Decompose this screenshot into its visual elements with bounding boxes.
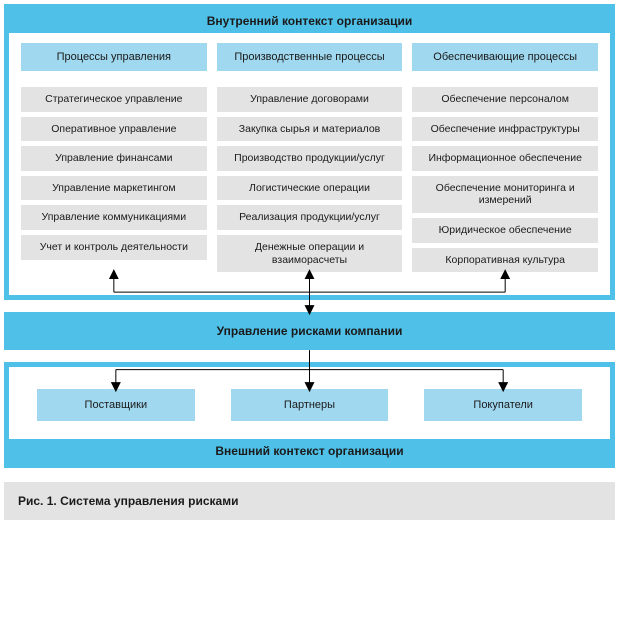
external-title: Внешний контекст организации [9,439,610,463]
process-cell: Обеспечение инфраструктуры [412,117,598,142]
external-cell: Покупатели [424,389,582,421]
process-cell: Реализация продукции/услуг [217,205,403,230]
process-cell: Стратегическое управление [21,87,207,112]
process-cell: Производство продукции/услуг [217,146,403,171]
process-cell: Обеспечение персоналом [412,87,598,112]
figure-caption: Рис. 1. Система управления рисками [4,482,615,520]
risk-bar: Управление рисками компании [4,312,615,350]
process-cell: Юридическое обеспечение [412,218,598,243]
column-header: Обеспечивающие процессы [412,43,598,71]
process-cell: Управление маркетингом [21,176,207,201]
internal-column: Процессы управления Стратегическое управл… [21,43,207,277]
external-cell: Поставщики [37,389,195,421]
external-context-box: Поставщики Партнеры Покупатели Внешний кон… [4,362,615,468]
process-cell: Корпоративная культура [412,248,598,273]
process-cell: Денежные операции и взаиморасчеты [217,235,403,272]
process-cell: Закупка сырья и материалов [217,117,403,142]
internal-context-box: Внутренний контекст организации Процессы… [4,4,615,300]
process-cell: Управление коммуникациями [21,205,207,230]
process-cell: Обеспечение мониторинга и измерений [412,176,598,213]
process-cell: Управление договорами [217,87,403,112]
process-cell: Оперативное управление [21,117,207,142]
process-cell: Управление финансами [21,146,207,171]
internal-column: Обеспечивающие процессы Обеспечение персо… [412,43,598,277]
process-cell: Логистические операции [217,176,403,201]
column-header: Производственные процессы [217,43,403,71]
internal-columns: Процессы управления Стратегическое управл… [21,43,598,277]
external-cell: Партнеры [231,389,389,421]
external-row: Поставщики Партнеры Покупатели [9,367,610,439]
process-cell: Учет и контроль деятельности [21,235,207,260]
column-header: Процессы управления [21,43,207,71]
internal-column: Производственные процессы Управление дого… [217,43,403,277]
internal-title: Внутренний контекст организации [9,9,610,33]
process-cell: Информационное обеспечение [412,146,598,171]
